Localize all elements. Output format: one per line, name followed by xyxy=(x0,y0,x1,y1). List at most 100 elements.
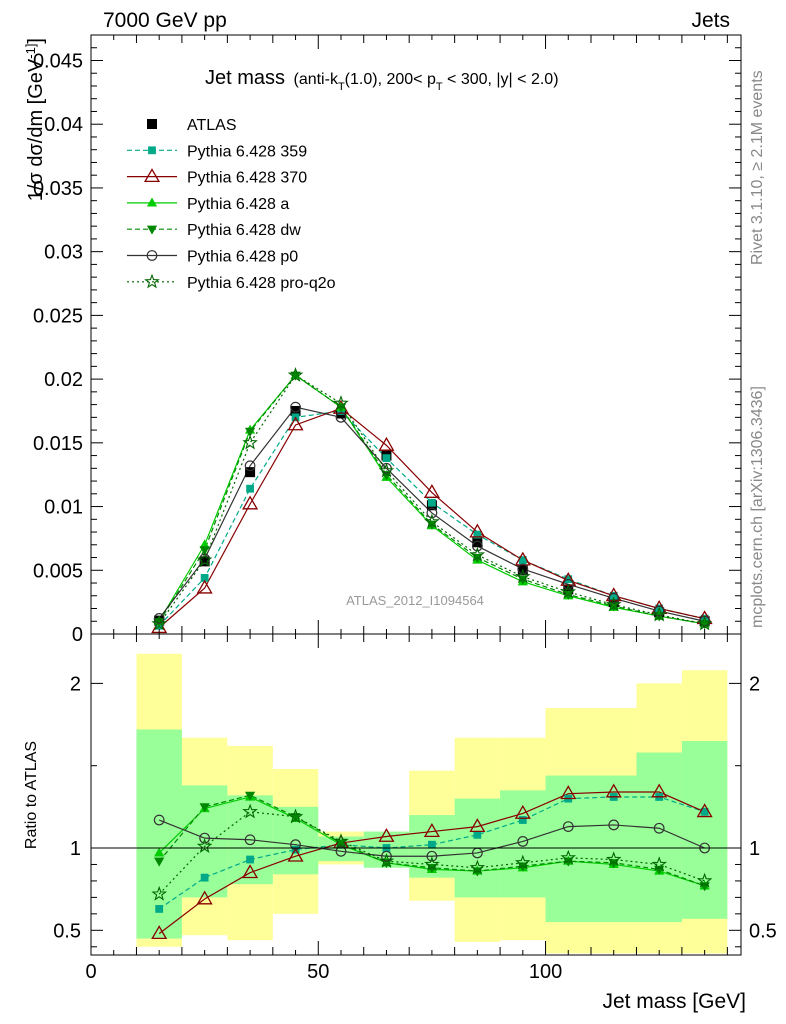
ratio-ytick-label-left: 2 xyxy=(70,673,81,695)
ratio-data-point xyxy=(381,850,392,862)
main-data-point xyxy=(608,592,620,604)
legend-entry: Pythia 6.428 p0 xyxy=(127,249,298,266)
main-data-point xyxy=(245,467,256,478)
ratio-data-point xyxy=(199,832,211,844)
ratio-ytick-label-left: 1 xyxy=(70,838,81,860)
legend-marker xyxy=(146,250,158,261)
legend: ATLAS Pythia 6.428 359 Pythia 6.428 370 Pyt… xyxy=(127,117,336,292)
ratio-ytick-label-right: 2 xyxy=(749,673,760,695)
rivet-label: Rivet 3.1.10, ≥ 2.1M events xyxy=(749,70,766,265)
legend-entry: Pythia 6.428 pro-q2o xyxy=(127,273,336,292)
ratio-data-point xyxy=(562,821,574,832)
ratio-data-point xyxy=(290,839,301,851)
ratio-data-point xyxy=(154,857,165,867)
legend-entry: Pythia 6.428 370 xyxy=(127,168,307,187)
ratio-data-point xyxy=(242,803,258,819)
main-data-point xyxy=(469,546,486,562)
xtick-label: 100 xyxy=(529,961,562,983)
ratio-data-point xyxy=(560,849,577,865)
main-ytick-label: 0.025 xyxy=(33,305,83,327)
xtick-label: 50 xyxy=(307,961,329,983)
band-inner-bin xyxy=(636,752,682,923)
legend-marker xyxy=(146,225,158,235)
ratio-data-point xyxy=(199,803,210,813)
header-right: Jets xyxy=(691,9,730,32)
main-ytick-label: 0.02 xyxy=(44,369,83,391)
ratio-data-point xyxy=(244,834,256,846)
main-data-point xyxy=(199,556,210,567)
chart-title: Jet mass (anti-kT(1.0), 200< pT < 300, |… xyxy=(205,67,559,93)
ratio-data-point xyxy=(151,925,168,940)
ratio-series-line xyxy=(158,819,705,857)
ratio-data-point xyxy=(155,905,164,913)
main-data-point xyxy=(151,615,168,631)
ratio-ylabel: Ratio to ATLAS xyxy=(23,741,40,849)
main-ytick-label: 0.005 xyxy=(33,560,83,582)
ratio-data-point xyxy=(242,864,259,879)
ratio-data-point xyxy=(153,814,165,826)
main-data-point xyxy=(651,606,668,622)
main-data-point xyxy=(653,605,665,617)
ratio-data-point xyxy=(605,851,622,867)
main-data-point xyxy=(514,568,531,584)
ratio-data-point xyxy=(700,807,709,816)
ratio-data-point xyxy=(469,818,486,833)
band-inner-bin xyxy=(136,729,182,939)
main-data-point xyxy=(287,416,304,431)
main-data-point xyxy=(244,427,256,437)
ratio-data-point xyxy=(473,830,482,839)
main-ytick-label: 0.035 xyxy=(33,178,83,200)
ratio-data-point xyxy=(424,856,440,872)
ratio-data-point xyxy=(428,840,436,849)
main-ytick-label: 0.015 xyxy=(33,433,83,455)
ratio-data-point xyxy=(335,845,347,857)
ratio-ytick-label-left: 0.5 xyxy=(53,920,81,942)
ratio-data-point xyxy=(151,885,168,901)
legend-marker xyxy=(143,168,161,183)
ratio-data-point xyxy=(290,813,301,823)
legend-marker xyxy=(147,119,157,129)
main-data-point xyxy=(196,551,213,567)
main-data-point xyxy=(200,574,209,582)
x-axis-label: Jet mass [GeV] xyxy=(602,990,746,1013)
ratio-data-point xyxy=(469,859,486,875)
analysis-watermark: ATLAS_2012_I1094564 xyxy=(346,593,484,608)
ratio-data-point xyxy=(514,804,531,819)
ratio-data-point xyxy=(653,822,665,834)
main-data-point xyxy=(242,434,258,450)
ratio-data-point xyxy=(378,852,395,868)
ratio-data-point xyxy=(608,819,620,831)
ratio-data-point xyxy=(423,823,440,837)
legend-label: ATLAS xyxy=(187,117,237,134)
ratio-data-point xyxy=(154,847,165,857)
ratio-frame xyxy=(90,633,742,956)
main-data-point xyxy=(696,615,713,631)
main-data-point xyxy=(290,405,301,416)
header-left: 7000 GeV pp xyxy=(103,9,227,32)
main-data-point xyxy=(469,523,486,538)
main-ytick-label: 0.01 xyxy=(44,497,83,519)
main-data-point xyxy=(560,583,577,599)
tick-labels: 0 0.005 0.01 0.015 0.02 0.025 0.03 0.035 0.04 0.0… xyxy=(33,50,777,983)
main-data-point xyxy=(196,579,213,594)
main-data-point xyxy=(333,395,349,411)
main-ytick-label: 0.03 xyxy=(44,242,83,264)
main-data-point xyxy=(199,546,210,556)
legend-entry: Pythia 6.428 dw xyxy=(127,222,301,239)
ratio-data-point xyxy=(654,865,665,875)
main-data-point xyxy=(378,436,395,451)
ratio-data-point xyxy=(605,783,622,798)
series-markers xyxy=(151,367,713,940)
ratio-data-point xyxy=(696,872,713,888)
ratio-ytick-label-right: 0.5 xyxy=(749,920,777,942)
main-data-point xyxy=(609,591,618,600)
ratio-data-point xyxy=(651,783,668,798)
ratio-data-point xyxy=(287,808,304,824)
ratio-data-point xyxy=(244,791,256,801)
main-data-point xyxy=(287,367,304,382)
chart-title-detail: (anti-kT(1.0), 200< pT < 300, |y| < 2.0) xyxy=(293,71,558,93)
ratio-data-point xyxy=(518,816,527,824)
ratio-data-point xyxy=(699,882,710,892)
main-ytick-label: 0.04 xyxy=(44,114,83,136)
